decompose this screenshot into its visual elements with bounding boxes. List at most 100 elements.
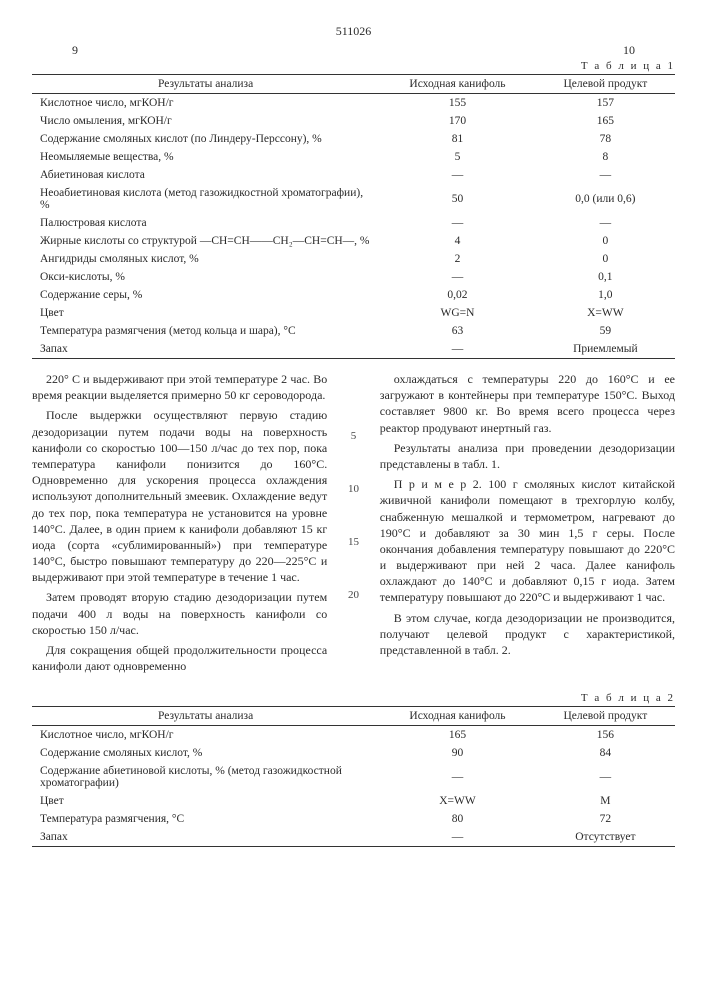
cell: Содержание серы, % (32, 286, 379, 304)
table-row: Запах—Приемлемый (32, 340, 675, 359)
table-row: Содержание серы, %0,021,0 (32, 286, 675, 304)
cell: 80 (379, 810, 536, 828)
cell: 0,0 (или 0,6) (536, 184, 675, 214)
cell: Запах (32, 828, 379, 847)
cell: 0,1 (536, 268, 675, 286)
table-row: Ангидриды смоляных кислот, %20 (32, 250, 675, 268)
cell: 50 (379, 184, 536, 214)
table-row: Температура размягчения (метод кольца и … (32, 322, 675, 340)
cell: Кислотное число, мгКОН/г (32, 94, 379, 113)
cell: 4 (379, 232, 536, 250)
right-p3: П р и м е р 2. 100 г смоляных кислот кит… (380, 476, 675, 606)
table-row: ЦветX=WWM (32, 792, 675, 810)
cell: 156 (536, 726, 675, 745)
table2: Результаты анализа Исходная канифоль Цел… (32, 706, 675, 847)
cell: — (379, 828, 536, 847)
ln-5: 5 (345, 429, 362, 444)
line-numbers: 5 10 15 20 (345, 371, 362, 678)
cell: Температура размягчения (метод кольца и … (32, 322, 379, 340)
table-row: ЦветWG=NX=WW (32, 304, 675, 322)
left-p1: 220° С и выдерживают при этой температур… (32, 371, 327, 403)
table1: Результаты анализа Исходная канифоль Цел… (32, 74, 675, 359)
cell: M (536, 792, 675, 810)
table-row: Содержание смоляных кислот, %9084 (32, 744, 675, 762)
table-row: Содержание абиетиновой кислоты, % (метод… (32, 762, 675, 792)
cell: 157 (536, 94, 675, 113)
table-row: Число омыления, мгКОН/г170165 (32, 112, 675, 130)
table-row: Жирные кислоты со структурой —CH=CH——CH₂… (32, 232, 675, 250)
cell: — (379, 214, 536, 232)
cell: — (379, 166, 536, 184)
cell: 84 (536, 744, 675, 762)
doc-number-text: 511026 (336, 24, 372, 38)
cell: Цвет (32, 304, 379, 322)
cell: Неомыляемые вещества, % (32, 148, 379, 166)
cell: Число омыления, мгКОН/г (32, 112, 379, 130)
cell: 59 (536, 322, 675, 340)
right-p1: охлаждаться с температуры 220 до 160°С и… (380, 371, 675, 436)
cell: 5 (379, 148, 536, 166)
right-p2: Результаты анализа при проведении дезодо… (380, 440, 675, 472)
cell: Абиетиновая кислота (32, 166, 379, 184)
table-row: Окси-кислоты, %—0,1 (32, 268, 675, 286)
table1-title: Т а б л и ц а 1 (32, 60, 675, 72)
table-row: Неоабиетиновая кислота (метод газожидкос… (32, 184, 675, 214)
cell: 165 (379, 726, 536, 745)
right-p4: В этом случае, когда дезодоризации не пр… (380, 610, 675, 659)
t2-col2: Исходная канифоль (379, 707, 536, 726)
cell: Неоабиетиновая кислота (метод газожидкос… (32, 184, 379, 214)
left-p2: После выдержки осуществляют первую стади… (32, 407, 327, 585)
doc-number: 511026 (32, 24, 675, 39)
right-column: охлаждаться с температуры 220 до 160°С и… (380, 371, 675, 678)
cell: Содержание смоляных кислот, % (32, 744, 379, 762)
cell: Окси-кислоты, % (32, 268, 379, 286)
cell: 0,02 (379, 286, 536, 304)
cell: 81 (379, 130, 536, 148)
ln-20: 20 (345, 588, 362, 603)
cell: 90 (379, 744, 536, 762)
table-row: Неомыляемые вещества, %58 (32, 148, 675, 166)
left-column: 220° С и выдерживают при этой температур… (32, 371, 327, 678)
t1-col2: Исходная канифоль (379, 75, 536, 94)
cell: — (379, 340, 536, 359)
table-row: Содержание смоляных кислот (по Линдеру-П… (32, 130, 675, 148)
body-text: 220° С и выдерживают при этой температур… (32, 371, 675, 678)
cell: 2 (379, 250, 536, 268)
cell: Содержание смоляных кислот (по Линдеру-П… (32, 130, 379, 148)
cell: — (536, 214, 675, 232)
cell: — (536, 166, 675, 184)
cell: Приемлемый (536, 340, 675, 359)
cell: X=WW (536, 304, 675, 322)
cell: Запах (32, 340, 379, 359)
cell: Цвет (32, 792, 379, 810)
page-left: 9 (72, 43, 78, 58)
left-p4: Для сокращения общей продолжительности п… (32, 642, 327, 674)
cell: 8 (536, 148, 675, 166)
table-row: Кислотное число, мгКОН/г165156 (32, 726, 675, 745)
cell: Жирные кислоты со структурой —CH=CH——CH₂… (32, 232, 379, 250)
cell: Содержание абиетиновой кислоты, % (метод… (32, 762, 379, 792)
cell: 0 (536, 232, 675, 250)
cell: Температура размягчения, °С (32, 810, 379, 828)
cell: — (379, 762, 536, 792)
t2-col3: Целевой продукт (536, 707, 675, 726)
cell: 63 (379, 322, 536, 340)
cell: WG=N (379, 304, 536, 322)
cell: 72 (536, 810, 675, 828)
left-p3: Затем проводят вторую стадию дезодоризац… (32, 589, 327, 638)
ln-10: 10 (345, 482, 362, 497)
cell: Отсутствует (536, 828, 675, 847)
page-marks: 9 10 (72, 43, 635, 58)
table-row: Температура размягчения, °С8072 (32, 810, 675, 828)
t1-col1: Результаты анализа (32, 75, 379, 94)
cell: Кислотное число, мгКОН/г (32, 726, 379, 745)
cell: — (536, 762, 675, 792)
cell: 155 (379, 94, 536, 113)
table2-title: Т а б л и ц а 2 (32, 692, 675, 704)
ln-15: 15 (345, 535, 362, 550)
cell: 0 (536, 250, 675, 268)
cell: X=WW (379, 792, 536, 810)
cell: 78 (536, 130, 675, 148)
page-right: 10 (623, 43, 635, 58)
cell: — (379, 268, 536, 286)
